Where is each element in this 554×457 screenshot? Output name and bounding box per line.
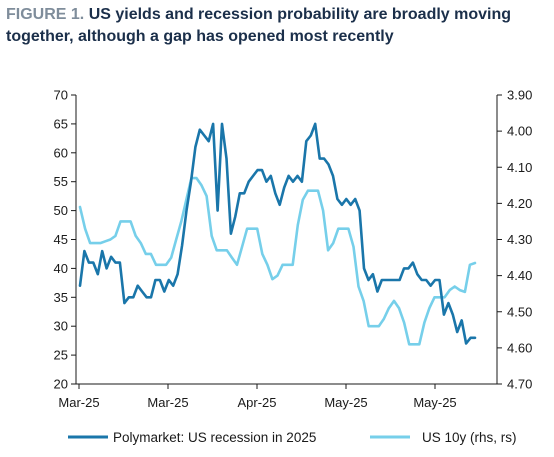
legend-label-us10y: US 10y (rhs, rs) [422,430,517,445]
x-tick-label: May-25 [413,395,456,410]
figure-label: FIGURE 1. [6,6,85,23]
left-tick-label: 35 [54,290,68,305]
left-tick-label: 40 [54,261,68,276]
left-tick-label: 55 [54,174,68,189]
right-tick-label: 4.30 [507,232,532,247]
x-tick-label: Apr-25 [237,395,276,410]
chart-series [78,122,477,346]
x-tick-label: Mar-25 [58,395,99,410]
right-tick-label: 4.40 [507,268,532,283]
right-tick-label: 3.90 [507,88,532,103]
left-tick-label: 20 [54,377,68,392]
left-tick-label: 65 [54,116,68,131]
x-tick-label: Mar-25 [147,395,188,410]
right-tick-label: 4.60 [507,340,532,355]
left-tick-label: 60 [54,145,68,160]
figure-title: FIGURE 1. US yields and recession probab… [6,4,546,48]
left-tick-label: 30 [54,319,68,334]
figure-title-text: US yields and recession probability are … [6,6,512,45]
legend-label-polymarket: Polymarket: US recession in 2025 [113,430,316,445]
polymarket-series-line [78,122,477,345]
x-tick-label: May-25 [324,395,367,410]
left-tick-label: 45 [54,232,68,247]
left-tick-label: 50 [54,203,68,218]
right-tick-label: 4.10 [507,160,532,175]
chart-legend: Polymarket: US recession in 2025 US 10y (… [68,430,517,445]
right-tick-label: 4.00 [507,124,532,139]
right-tick-label: 4.70 [507,377,532,392]
us10y-series-line [78,176,477,346]
left-tick-label: 70 [54,88,68,103]
right-tick-label: 4.20 [507,196,532,211]
left-tick-label: 25 [54,348,68,363]
chart-axes: 20 25 30 35 40 45 50 55 60 65 70 3.90 4.00 4.10 4.20 4.… [54,88,533,411]
right-tick-label: 4.50 [507,304,532,319]
